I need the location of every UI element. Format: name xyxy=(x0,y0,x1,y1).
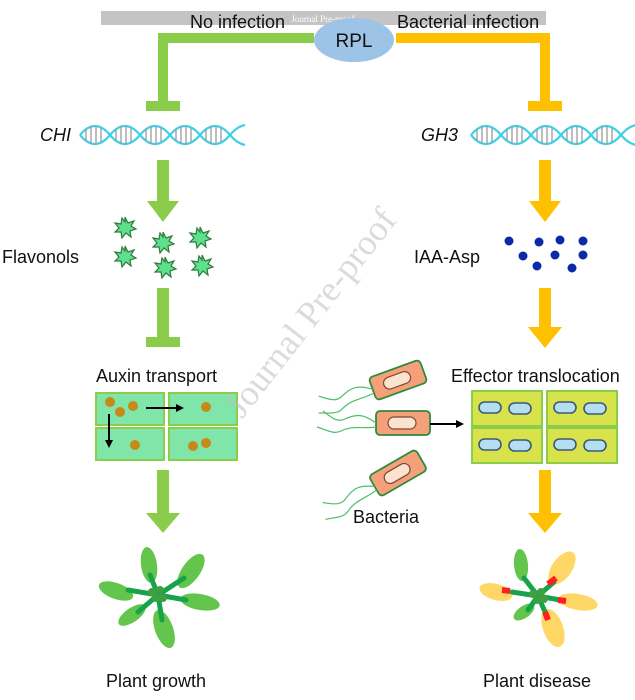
left-inhibition-connector xyxy=(158,33,314,103)
flavonols-icon xyxy=(114,216,214,279)
bacteria-label: Bacteria xyxy=(353,507,420,527)
bacteria-icon xyxy=(312,358,431,528)
flavonols-label: Flavonols xyxy=(2,247,79,267)
left-header-text: No infection xyxy=(190,12,285,32)
infected-cells-icon xyxy=(471,390,618,464)
diseased-plant-icon xyxy=(479,549,598,648)
right-gene-label: GH3 xyxy=(421,125,458,145)
effector-arrow-head xyxy=(456,420,464,428)
right-dna-icon xyxy=(469,123,635,147)
plant-disease-label: Plant disease xyxy=(483,671,591,691)
plant-growth-label: Plant growth xyxy=(106,671,206,691)
right-header-text: Bacterial infection xyxy=(397,12,539,32)
left-arrow-3 xyxy=(146,470,180,533)
left-inhibition-2 xyxy=(146,288,180,347)
healthy-plant-icon xyxy=(98,547,220,649)
left-dna-icon xyxy=(78,123,247,147)
left-gene-label: CHI xyxy=(40,125,71,145)
right-arrow-2 xyxy=(528,288,562,348)
rpl-node xyxy=(314,18,394,62)
iaa-asp-label: IAA-Asp xyxy=(414,247,480,267)
left-arrow-1 xyxy=(147,160,179,222)
rpl-label: RPL xyxy=(336,31,373,52)
journal-banner-bar xyxy=(101,11,546,25)
auxin-cells-icon xyxy=(95,392,238,461)
right-inhibition-connector xyxy=(396,33,550,103)
iaa-asp-dots-icon xyxy=(504,235,588,273)
left-inhibition-bar xyxy=(146,101,180,111)
right-arrow-1 xyxy=(529,160,561,222)
effector-translocation-label: Effector translocation xyxy=(451,366,620,386)
right-inhibition-bar xyxy=(528,101,562,111)
journal-banner-text: Journal Pre-proof xyxy=(291,14,354,24)
right-arrow-3 xyxy=(528,470,562,533)
auxin-transport-label: Auxin transport xyxy=(96,366,217,386)
